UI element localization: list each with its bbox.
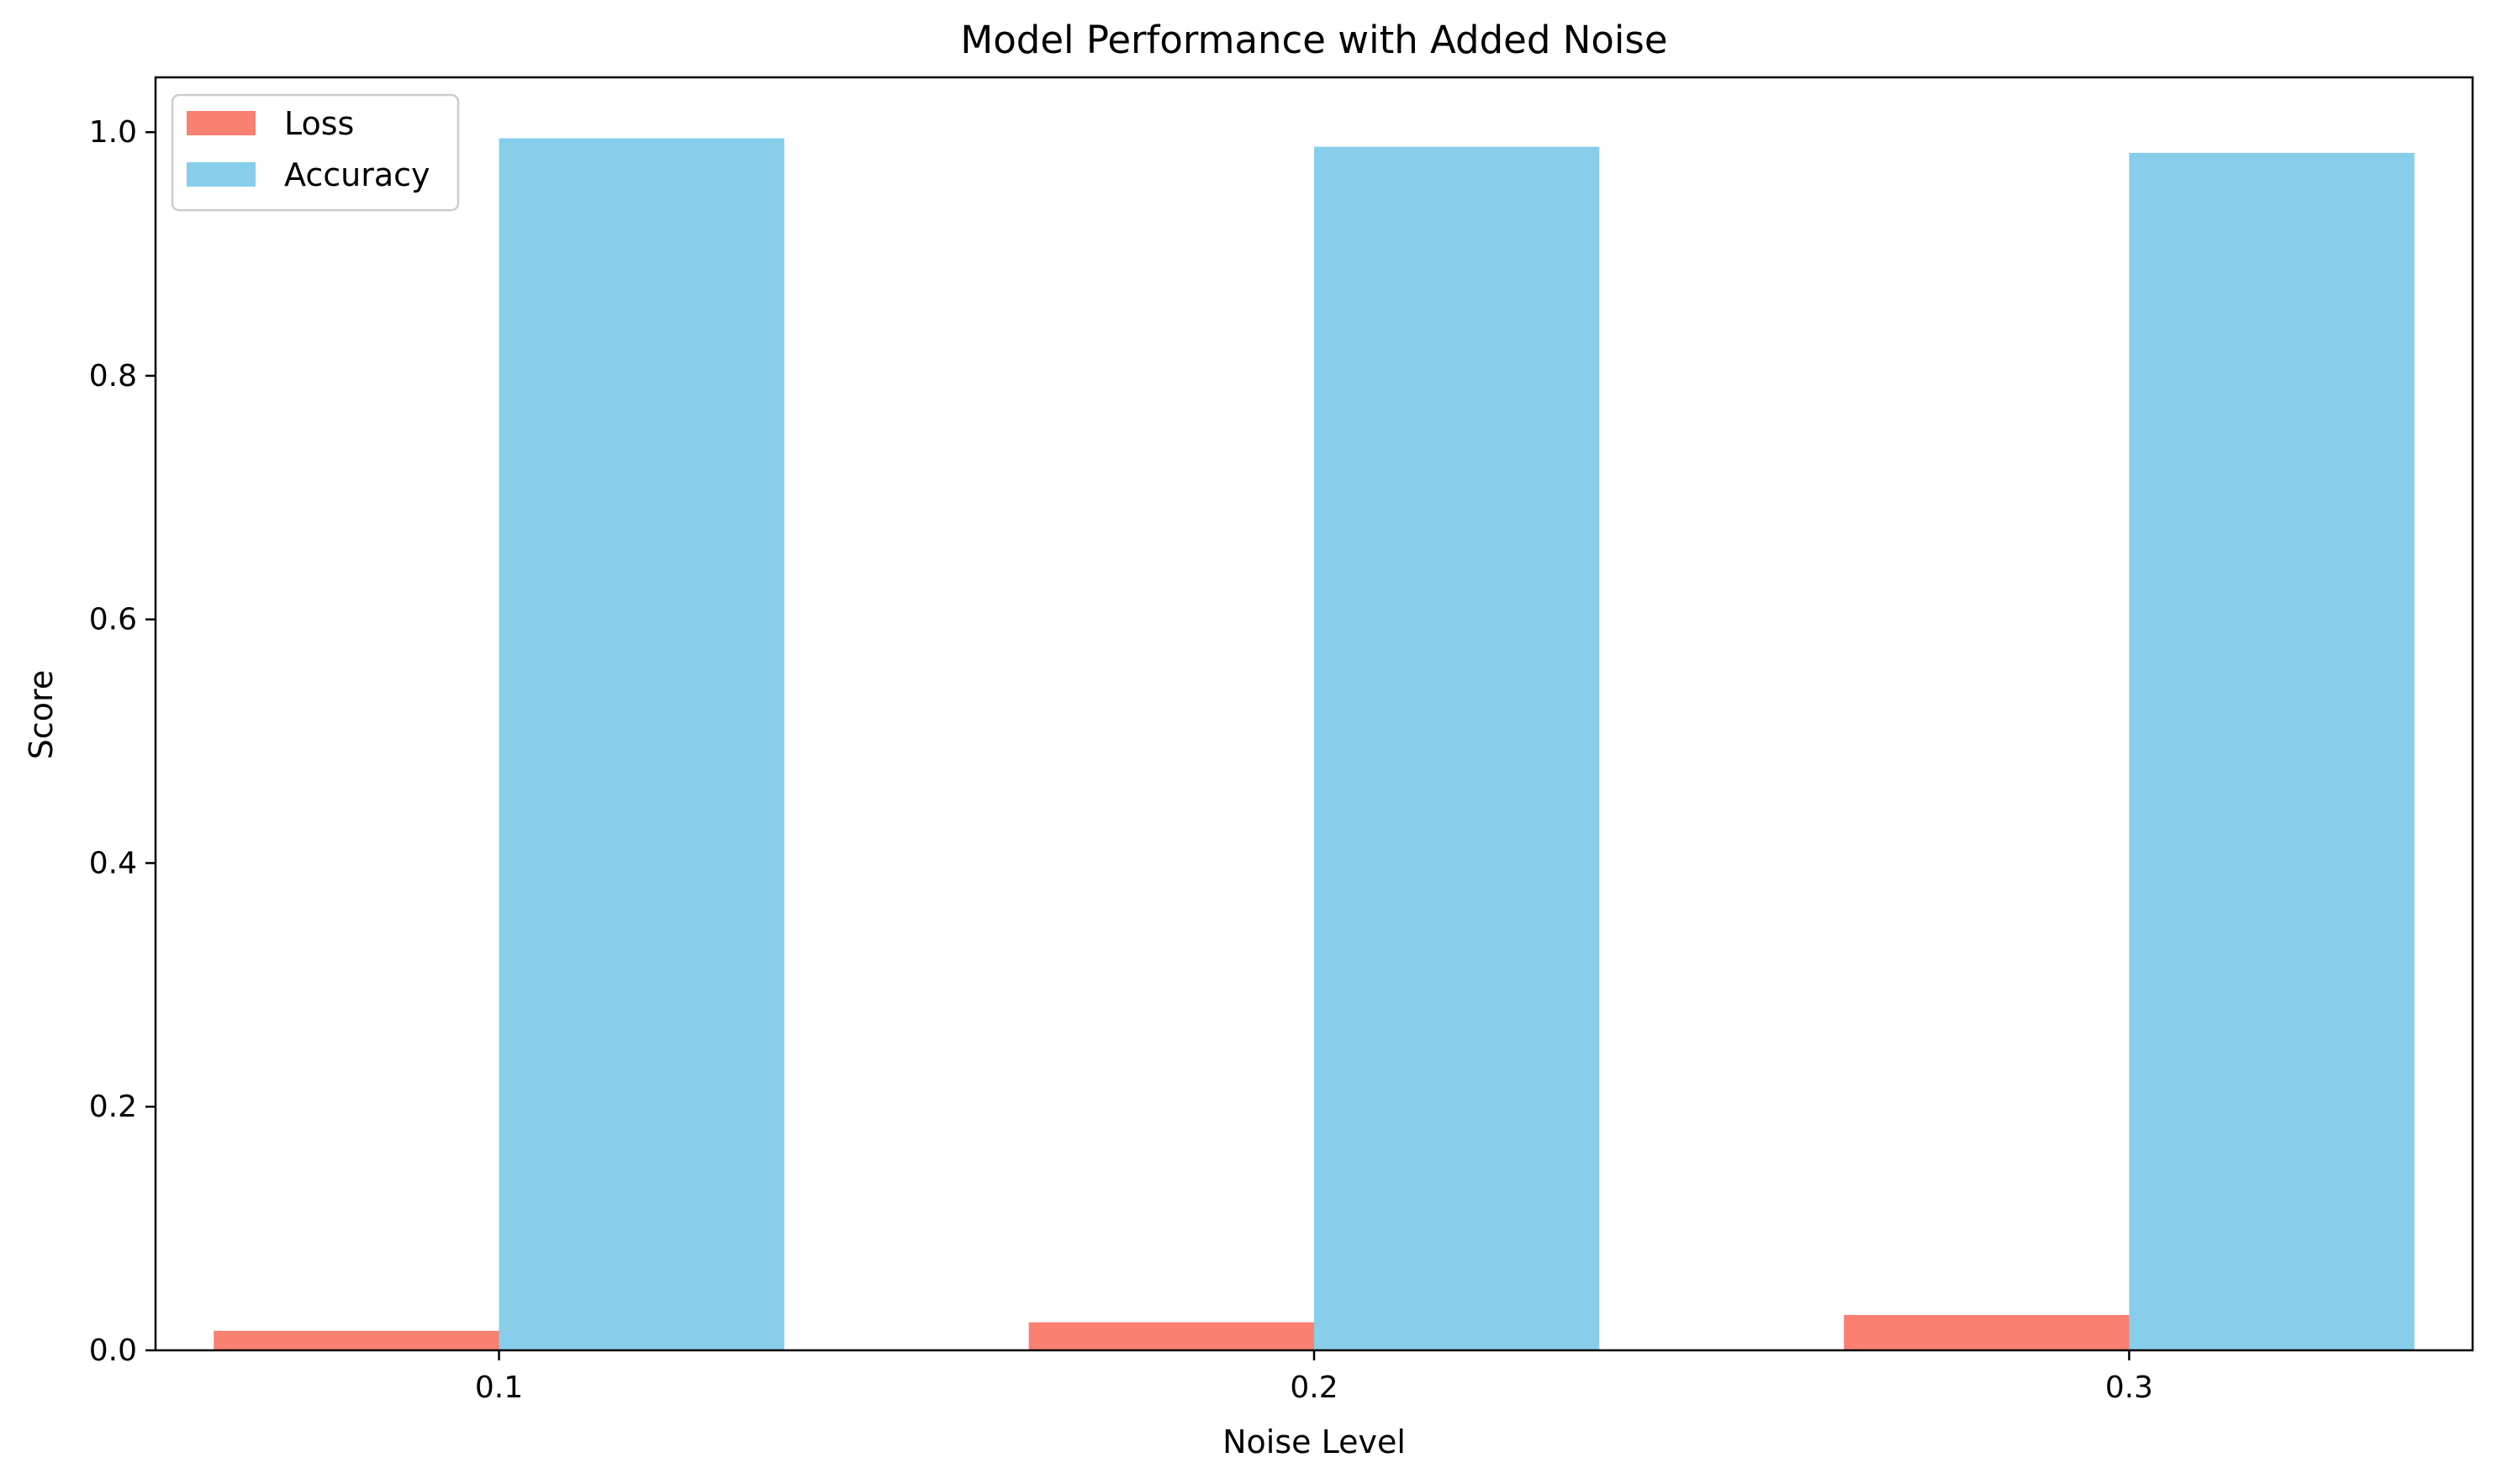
x-tick-label: 0.1 (475, 1370, 523, 1405)
x-tick-label: 0.3 (2105, 1370, 2153, 1405)
bar-loss-0.2 (1028, 1322, 1314, 1350)
bar-accuracy-0.2 (1314, 146, 1600, 1351)
legend-label-loss: Loss (284, 105, 354, 142)
y-axis-label: Score (23, 670, 60, 759)
bar-accuracy-0.3 (2129, 152, 2415, 1351)
y-tick-label: 0.0 (89, 1333, 137, 1368)
x-tick-label: 0.2 (1290, 1370, 1338, 1405)
legend-swatch-accuracy (187, 162, 256, 187)
legend-label-accuracy: Accuracy (284, 156, 430, 193)
y-tick-label: 0.2 (89, 1090, 137, 1124)
bar-loss-0.3 (1844, 1314, 2130, 1350)
y-axis: 0.0 0.2 0.4 0.6 0.8 1.0 (89, 115, 156, 1368)
legend: Loss Accuracy (171, 93, 460, 212)
legend-swatch-loss (187, 111, 256, 135)
x-axis-label: Noise Level (1222, 1423, 1406, 1460)
x-axis: 0.1 0.2 0.3 (475, 1350, 2153, 1405)
y-tick-label: 0.6 (89, 603, 137, 637)
bar-accuracy-0.1 (499, 138, 784, 1350)
y-tick-label: 0.8 (89, 359, 137, 393)
bar-loss-0.1 (214, 1330, 499, 1350)
bars-layer (214, 138, 2415, 1351)
y-tick-label: 0.4 (89, 846, 137, 880)
y-tick-label: 1.0 (89, 115, 137, 150)
chart-title: Model Performance with Added Noise (960, 18, 1667, 62)
